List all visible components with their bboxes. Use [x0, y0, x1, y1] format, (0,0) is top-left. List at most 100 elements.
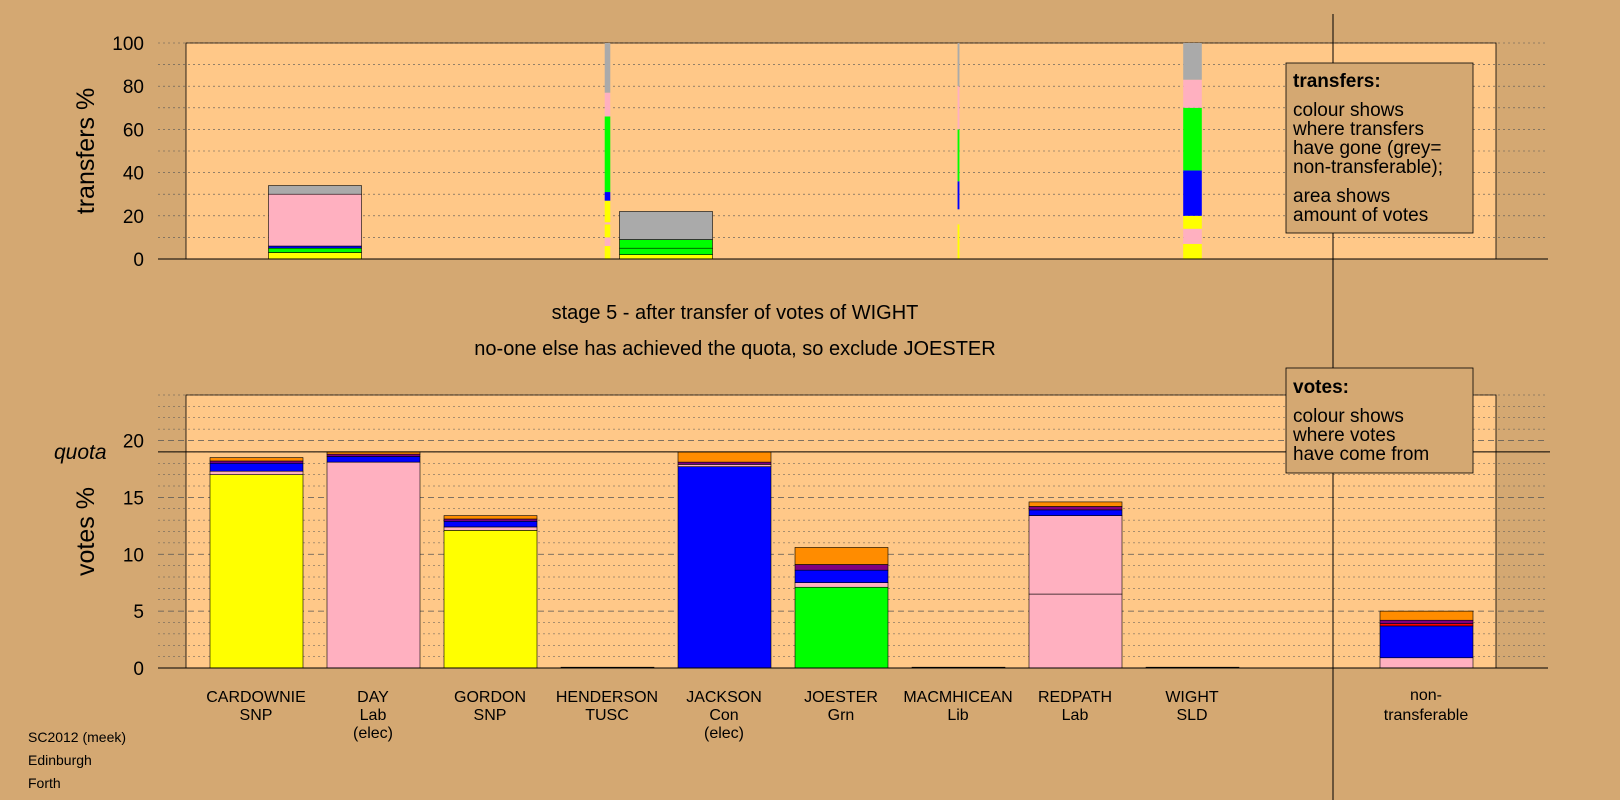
bar-segment-Grn [794, 586, 889, 669]
y-tick-label: 0 [133, 250, 144, 271]
bar-segment-Con [677, 466, 772, 669]
bar-segment-Lab [268, 193, 362, 247]
bar-segment-SLD [209, 460, 304, 464]
bar-segment-SNP [604, 246, 611, 259]
bar-segment-TUSC [1379, 623, 1474, 627]
bar-segment-Lib [1028, 501, 1123, 507]
bar-segment-Lab [1028, 593, 1123, 669]
y-axis-label: transfers % [72, 88, 100, 214]
quota-label: quota [54, 441, 107, 464]
votes-legend: votes: colour shows where votes have com… [1285, 367, 1474, 474]
votes-legend-box [1285, 367, 1474, 474]
bar-segment-Lab [604, 92, 611, 117]
bar-segment-Lab [443, 526, 538, 531]
candidate-party: Grn [828, 707, 855, 724]
bar-segment-NT [619, 211, 713, 240]
bar-segment-Grn [619, 239, 713, 249]
bar-segment-SLD [443, 518, 538, 522]
bar-segment-Grn [268, 247, 362, 253]
candidate-party: Con [709, 707, 738, 724]
bar-segment-Lab [1183, 228, 1202, 244]
bar-segment-SLD [1379, 619, 1474, 624]
votes-panel: 0 5 10 15 20 votes % quota [54, 394, 1550, 680]
bar-segment-Lib [209, 457, 304, 462]
transfers-legend-title: transfers: [1293, 71, 1381, 92]
bar-segment-SLD [1028, 506, 1123, 511]
bar-segment-Con [1183, 170, 1202, 216]
y-tick-label: 40 [123, 164, 144, 185]
candidate-name: GORDON [454, 689, 526, 706]
candidate-party: transferable [1384, 707, 1469, 724]
bar-segment-Grn [1183, 107, 1202, 171]
transfers-legend-line: where transfers [1292, 119, 1424, 140]
bar-segment-SLD [326, 453, 421, 457]
candidate-name: WIGHT [1165, 689, 1219, 706]
stage-title: stage 5 - after transfer of votes of WIG… [552, 302, 919, 324]
candidate-name: HENDERSON [556, 689, 658, 706]
transfers-legend-line: area shows [1293, 186, 1390, 207]
bar-segment-Lib [794, 547, 889, 565]
bar-segment-Lab [794, 582, 889, 588]
votes-legend-line: where votes [1292, 425, 1395, 446]
bar-segment-SNP [604, 224, 611, 238]
y-tick-label: 60 [123, 120, 144, 141]
decision-text: no-one else has achieved the quota, so e… [474, 338, 995, 360]
bar-segment-Con [326, 456, 421, 463]
bar-segment-Con [604, 192, 611, 201]
candidate-labels: CARDOWNIE SNP DAY Lab (elec) GORDON SNP … [206, 687, 1468, 742]
bar-segment-Grn [604, 116, 611, 193]
y-tick-label: 10 [123, 545, 144, 566]
bar-segment-SNP [443, 530, 538, 669]
bar-segment-Lab [604, 237, 611, 247]
y-tick-label: 100 [112, 34, 144, 55]
candidate-party: Lab [1062, 707, 1089, 724]
bar-segment-SNP [1183, 215, 1202, 229]
y-tick-label: 20 [123, 207, 144, 228]
candidate-party: Lab [360, 707, 387, 724]
bar-segment-Lab [957, 86, 960, 130]
bar-segment-NT [268, 185, 362, 195]
bar-segment-SLD [794, 564, 889, 571]
footer-line: Edinburgh [28, 752, 92, 768]
bar-segment-Grn [957, 129, 960, 182]
bar-segment-Lab [326, 461, 421, 669]
transfers-legend-line: non-transferable); [1293, 157, 1443, 178]
bar-segment-Con [1379, 625, 1474, 659]
y-tick-label: 5 [133, 602, 144, 623]
bar-segment-Lib [443, 515, 538, 520]
footer: SC2012 (meek) Edinburgh Forth [28, 729, 126, 791]
candidate-party: TUSC [585, 707, 629, 724]
bar-segment-Con [209, 462, 304, 472]
bar-segment-Grn [619, 247, 713, 255]
candidate-status: (elec) [353, 725, 393, 742]
y-tick-label: 15 [123, 488, 144, 509]
candidate-party: Lib [947, 707, 968, 724]
footer-line: Forth [28, 775, 61, 791]
bar-segment-Con [794, 569, 889, 583]
bar-segment-Con [1028, 509, 1123, 516]
bar-segment-NT [604, 43, 611, 93]
bar-segment-SNP [604, 200, 611, 223]
candidate-name: MACMHICEAN [903, 689, 1012, 706]
bar-segment-Lab [1028, 515, 1123, 595]
y-tick-label: 0 [133, 659, 144, 680]
y-axis-label: votes % [72, 487, 100, 576]
bar-segment-SNP [619, 254, 713, 260]
bar-segment-Lab [1379, 657, 1474, 669]
candidate-status: (elec) [704, 725, 744, 742]
bar-segment-Con [443, 520, 538, 528]
candidate-name: JOESTER [804, 689, 878, 706]
candidate-name: non- [1410, 687, 1442, 704]
bar-segment-Lab [677, 464, 772, 467]
transfers-legend-box [1285, 62, 1474, 234]
candidate-party: SNP [474, 707, 507, 724]
votes-legend-line: colour shows [1293, 406, 1404, 427]
bar-segment-Lib [677, 451, 772, 463]
bar-segment-Lab [1183, 79, 1202, 108]
candidate-name: JACKSON [686, 689, 762, 706]
bar-segment-Lab [209, 470, 304, 475]
candidate-name: DAY [357, 689, 389, 706]
transfers-legend-line: amount of votes [1293, 205, 1428, 226]
bar-segment-SNP [268, 252, 362, 260]
